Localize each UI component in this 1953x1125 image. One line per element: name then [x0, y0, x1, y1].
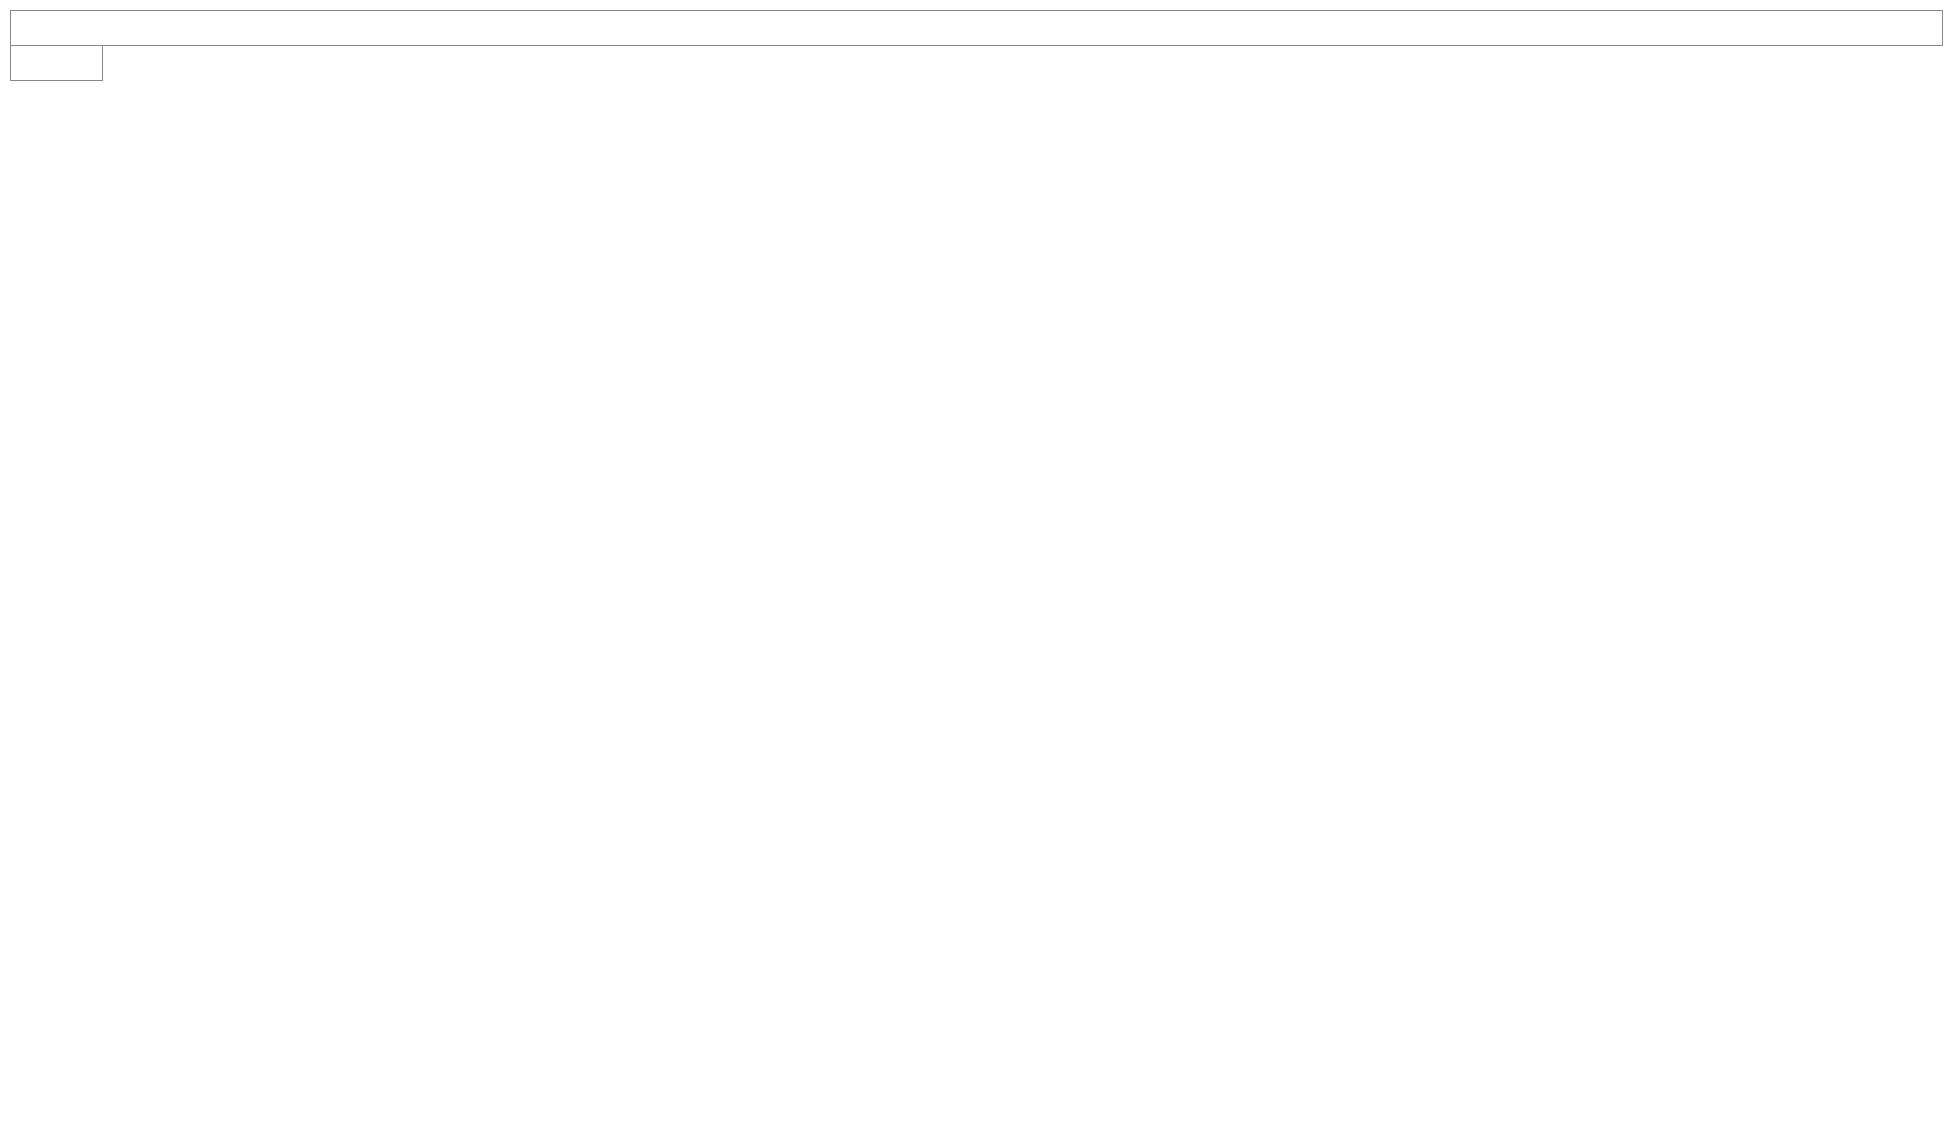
table-title — [11, 11, 1943, 46]
price-table — [10, 10, 1943, 81]
col-model — [11, 46, 103, 81]
